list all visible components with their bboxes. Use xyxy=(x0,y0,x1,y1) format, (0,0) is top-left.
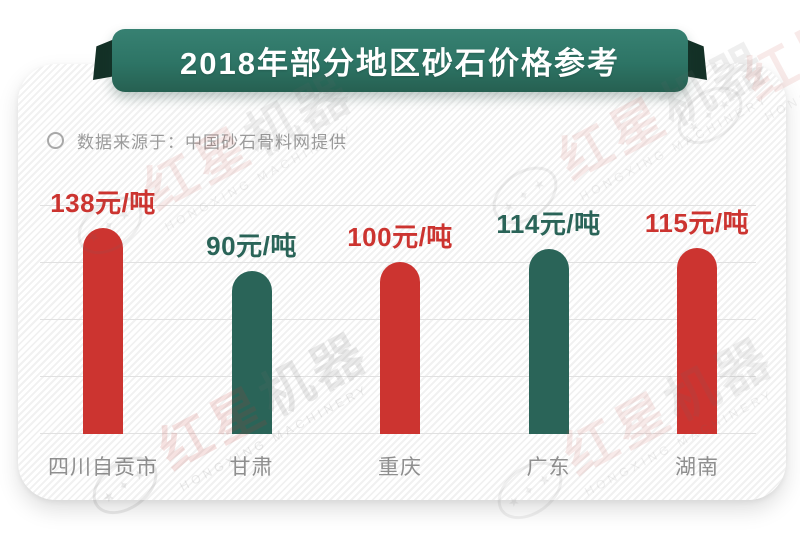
bar-value-label: 114元/吨 xyxy=(496,209,601,239)
gridline xyxy=(40,205,756,206)
bar-value-label: 100元/吨 xyxy=(347,222,453,252)
bar-value-label: 115元/吨 xyxy=(644,208,750,238)
bar-value-label: 138元/吨 xyxy=(50,188,156,218)
bar-value-label: 90元/吨 xyxy=(206,231,297,261)
ribbon-body: 2018年部分地区砂石价格参考 xyxy=(112,29,688,92)
chart-bar xyxy=(380,262,420,434)
title-ribbon: 2018年部分地区砂石价格参考 xyxy=(0,0,800,110)
bar-category-label: 四川自贡市 xyxy=(48,456,158,479)
bar-category-label: 湖南 xyxy=(675,456,719,479)
chart-bar xyxy=(677,248,717,434)
page-title: 2018年部分地区砂石价格参考 xyxy=(180,46,620,81)
circle-bullet-icon xyxy=(47,132,64,149)
bar-category-label: 重庆 xyxy=(378,456,422,479)
chart-bar xyxy=(528,249,569,434)
chart-bar xyxy=(231,271,272,434)
bar-category-label: 甘肃 xyxy=(229,456,274,479)
data-source-row: 数据来源于：中国砂石骨料网提供 xyxy=(47,128,347,153)
data-source-text: 数据来源于：中国砂石骨料网提供 xyxy=(77,133,347,152)
bar-category-label: 广东 xyxy=(526,456,571,479)
chart-bar xyxy=(83,228,123,434)
